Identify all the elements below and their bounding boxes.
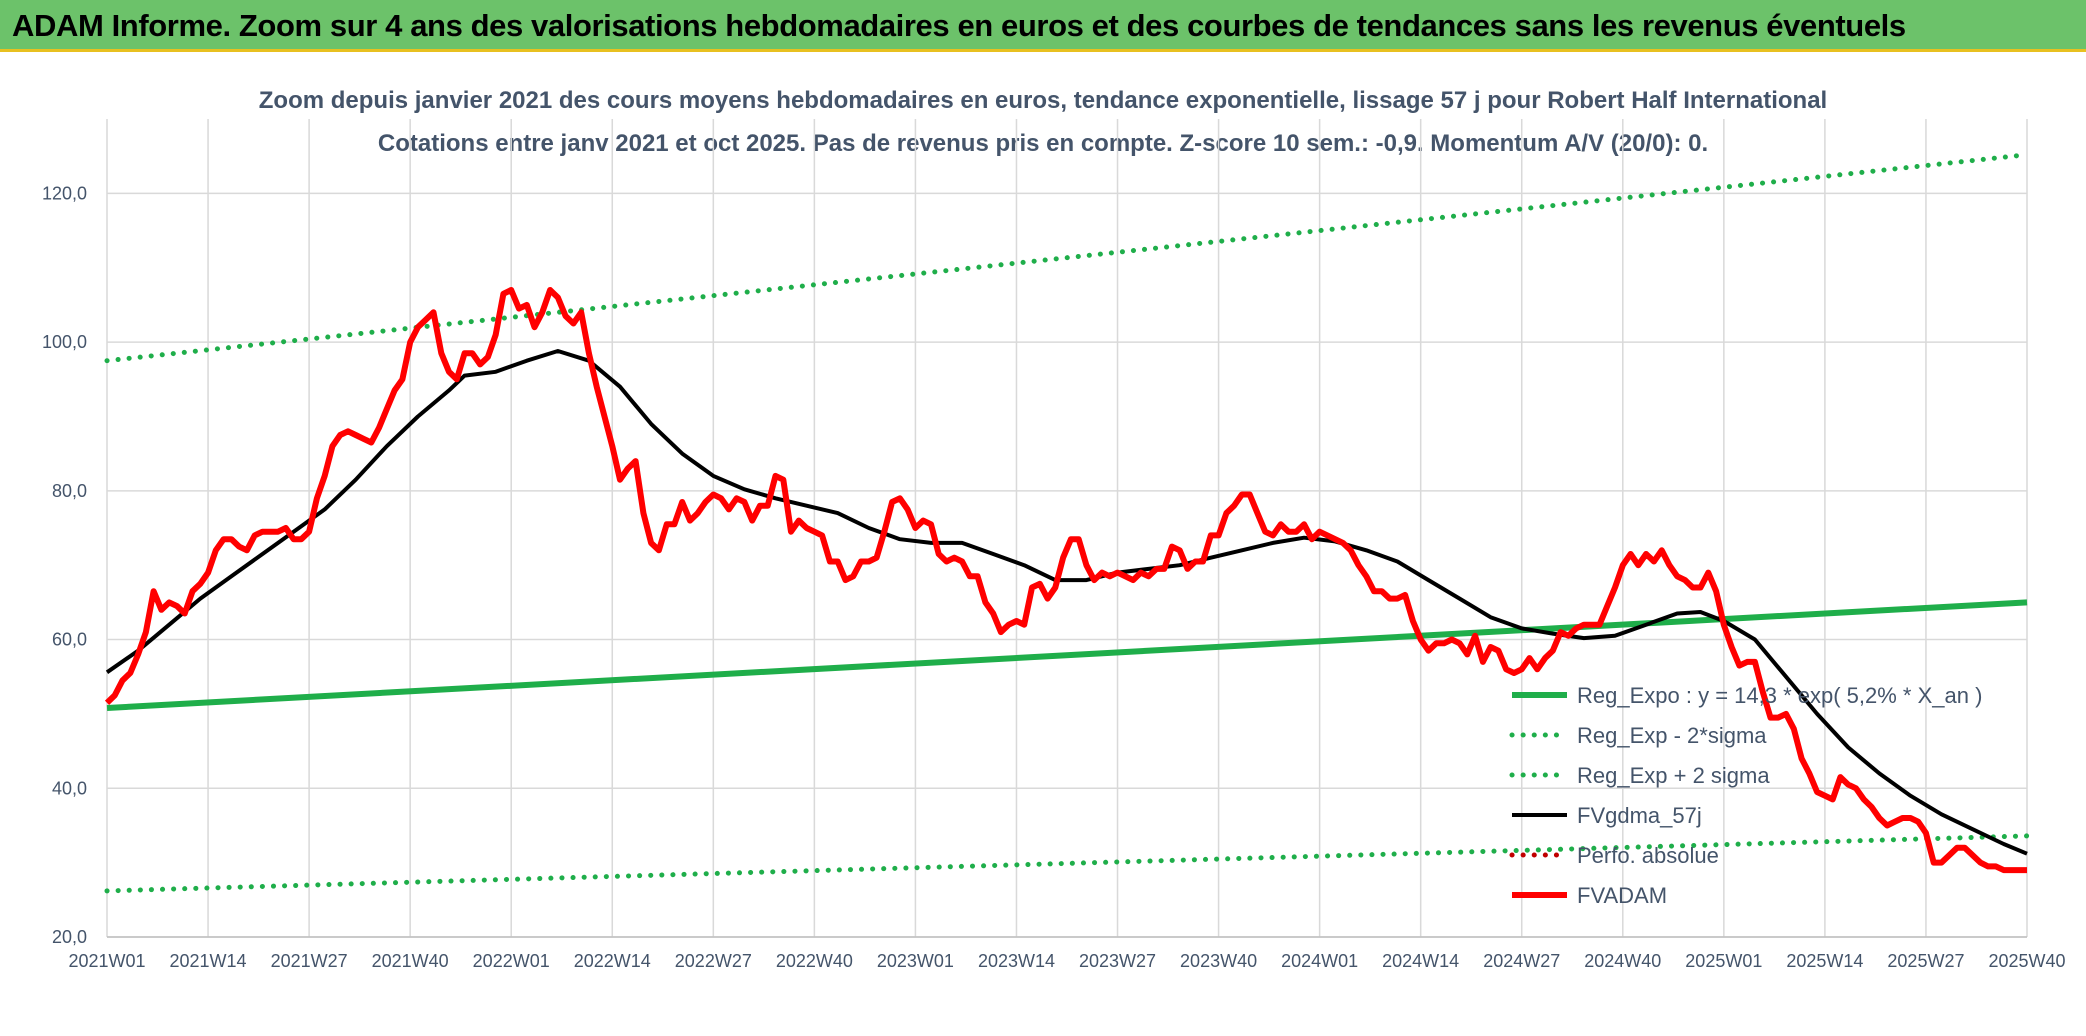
x-tick-label: 2022W40	[776, 951, 853, 971]
x-tick-label: 2024W27	[1483, 951, 1560, 971]
y-tick-label: 120,0	[42, 183, 87, 203]
y-tick-label: 20,0	[52, 927, 87, 947]
legend-label: FVgdma_57j	[1577, 803, 1702, 828]
axes: 2021W01 2021W14 2021W27 2021W40 2022W01 2022W…	[42, 183, 2066, 971]
legend-label: Reg_Exp + 2 sigma	[1577, 763, 1770, 788]
y-tick-label: 100,0	[42, 332, 87, 352]
series-line-fvgdma-57j	[105, 349, 2028, 856]
x-tick-label: 2023W14	[978, 951, 1055, 971]
x-tick-label: 2021W40	[372, 951, 449, 971]
series-line-reg-exp-2-sigma	[104, 833, 2030, 894]
x-tick-label: 2023W40	[1180, 951, 1257, 971]
x-tick-label: 2022W27	[675, 951, 752, 971]
legend-label: Reg_Exp - 2*sigma	[1577, 723, 1767, 748]
x-tick-label: 2025W14	[1786, 951, 1863, 971]
x-tick-label: 2021W27	[271, 951, 348, 971]
legend-label: Reg_Expo : y = 14,3 * exp( 5,2% * X_an )	[1577, 683, 1982, 708]
page-title: ADAM Informe. Zoom sur 4 ans des valoris…	[12, 8, 1906, 43]
grid	[106, 119, 2028, 938]
x-tick-label: 2021W01	[68, 951, 145, 971]
line-chart: Zoom depuis janvier 2021 des cours moyen…	[0, 55, 2086, 1031]
chart-subtitle: Cotations entre janv 2021 et oct 2025. P…	[378, 130, 1708, 157]
x-tick-label: 2024W40	[1584, 951, 1661, 971]
x-tick-label: 2022W14	[574, 951, 651, 971]
header-bar: ADAM Informe. Zoom sur 4 ans des valoris…	[0, 0, 2086, 52]
legend-label: Perfo. absolue	[1577, 843, 1719, 868]
x-tick-label: 2025W40	[1988, 951, 2065, 971]
series-line-reg-expo-y-14-3-exp-5-2-x-an	[106, 599, 2028, 711]
series-line-fvadam	[104, 287, 2027, 874]
x-tick-label: 2025W01	[1685, 951, 1762, 971]
x-tick-label: 2024W14	[1382, 951, 1459, 971]
chart-frame: Zoom depuis janvier 2021 des cours moyen…	[0, 55, 2086, 1031]
x-tick-label: 2025W27	[1887, 951, 1964, 971]
y-tick-label: 60,0	[52, 630, 87, 650]
legend-label: FVADAM	[1577, 883, 1667, 908]
x-tick-label: 2022W01	[473, 951, 550, 971]
series-group	[104, 152, 2030, 894]
chart-background	[0, 55, 2086, 1031]
y-tick-label: 40,0	[52, 778, 87, 798]
x-tick-label: 2024W01	[1281, 951, 1358, 971]
series-line-reg-exp-2-sigma	[104, 152, 2030, 364]
legend: Reg_Expo : y = 14,3 * exp( 5,2% * X_an )…	[1509, 683, 1982, 908]
chart-title: Zoom depuis janvier 2021 des cours moyen…	[259, 87, 1827, 114]
x-tick-label: 2023W01	[877, 951, 954, 971]
x-tick-label: 2021W14	[170, 951, 247, 971]
y-tick-label: 80,0	[52, 481, 87, 501]
x-tick-label: 2023W27	[1079, 951, 1156, 971]
